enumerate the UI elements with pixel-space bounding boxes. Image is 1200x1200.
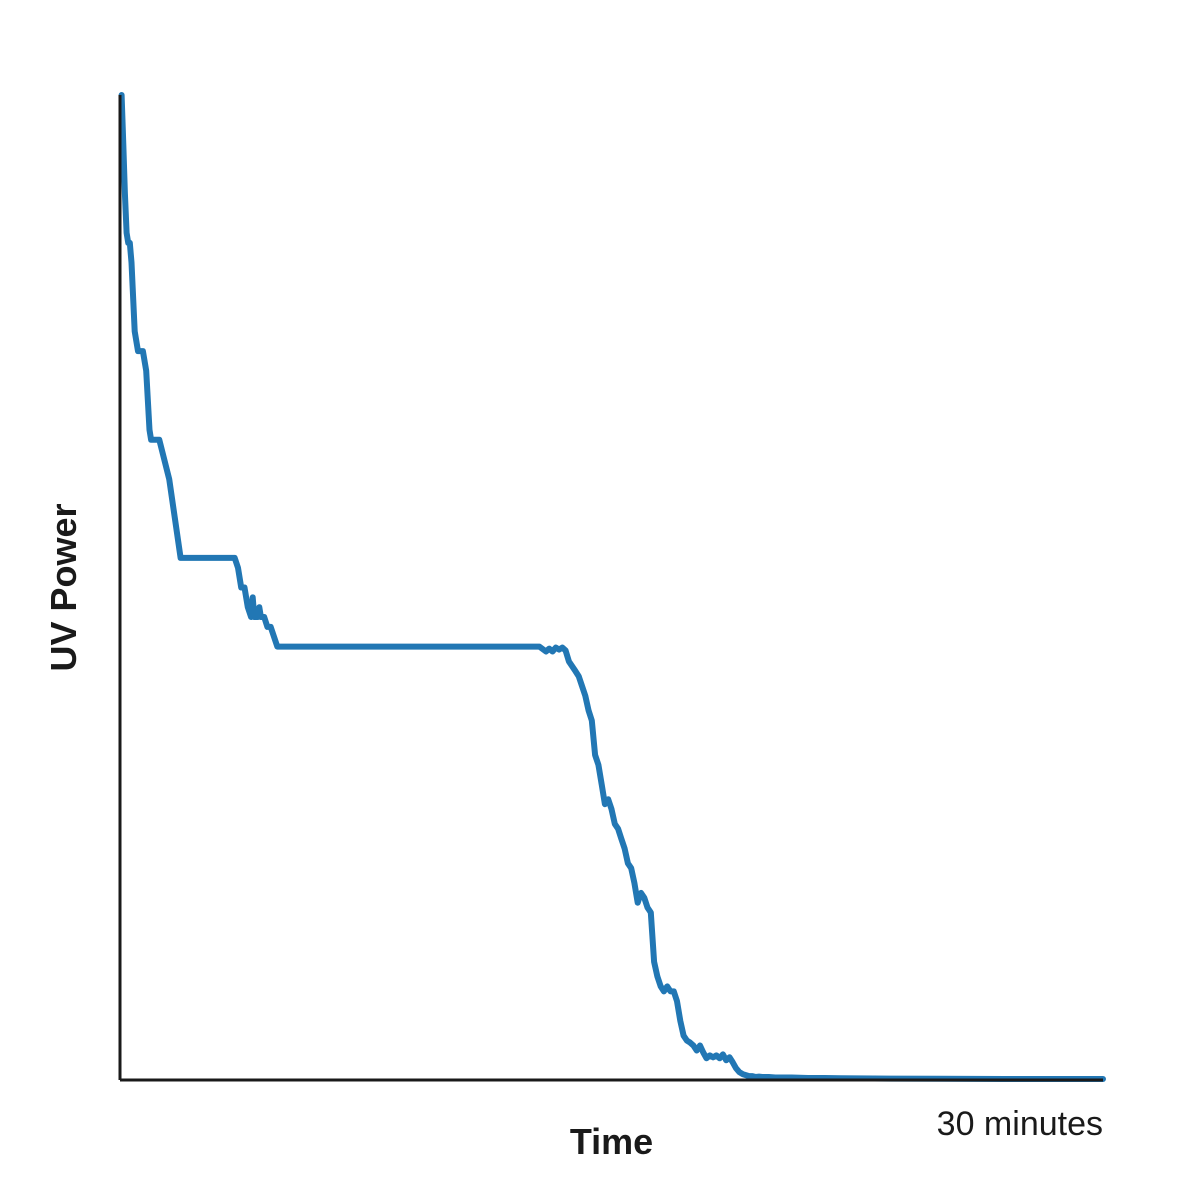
y-axis-title: UV Power [43, 503, 84, 671]
plot-area [118, 92, 1106, 1082]
x-end-tick-label: 30 minutes [937, 1105, 1103, 1143]
series-line-0 [118, 92, 1106, 1082]
x-axis-title: Time [570, 1121, 653, 1162]
